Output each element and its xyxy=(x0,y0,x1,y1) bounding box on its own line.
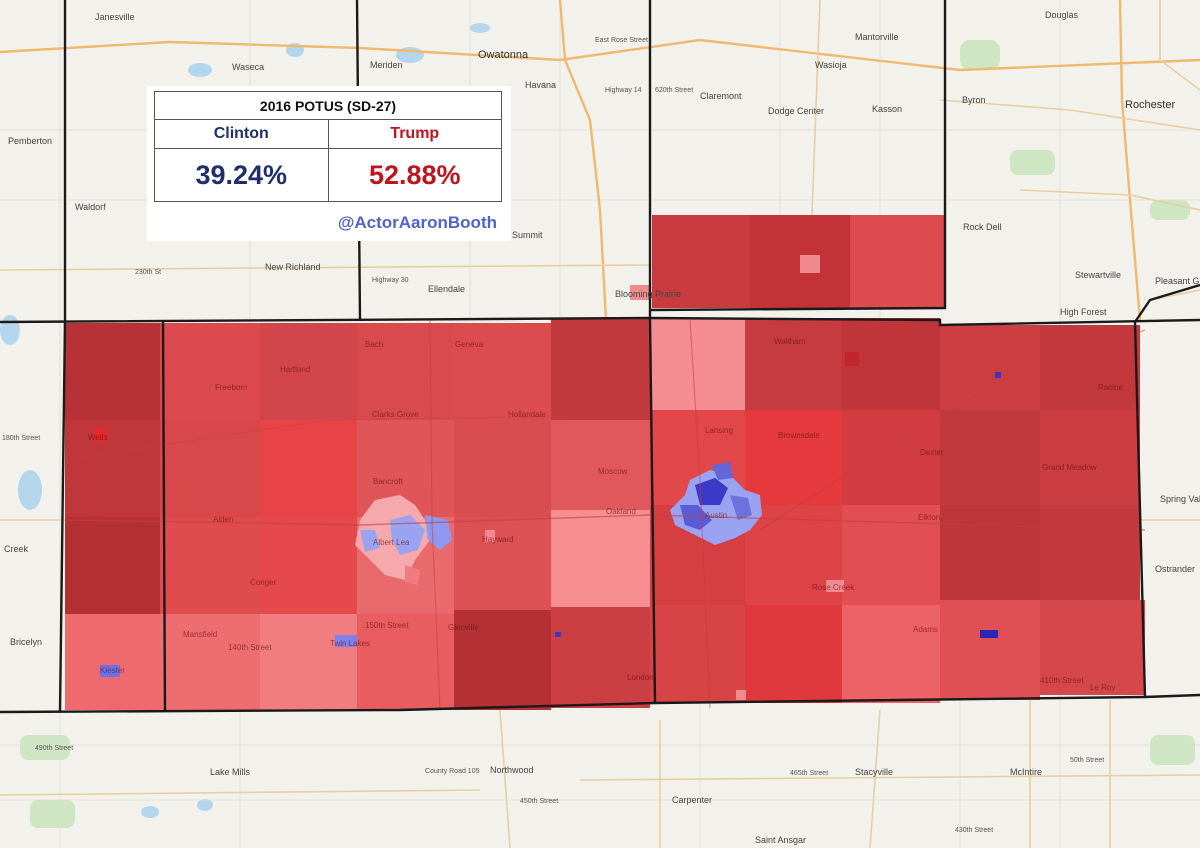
label-dodge-center: Dodge Center xyxy=(768,106,824,116)
label-lake-mills: Lake Mills xyxy=(210,767,251,777)
label-hayward: Hayward xyxy=(482,535,514,544)
label-moscow: Moscow xyxy=(598,467,628,476)
candidate-2-name: Trump xyxy=(327,119,502,149)
label-rock-dell: Rock Dell xyxy=(963,222,1002,232)
label-kiester: Kiester xyxy=(100,666,125,675)
label-430th: 430th Street xyxy=(955,827,993,834)
label-adams: Adams xyxy=(913,625,938,634)
label-austin: Austin xyxy=(705,511,727,520)
label-brownsdale: Brownsdale xyxy=(778,431,820,440)
label-ellendale: Ellendale xyxy=(428,284,465,294)
label-180th: 180th Street xyxy=(2,435,40,442)
label-highway14: Highway 14 xyxy=(605,87,642,94)
label-janesville: Janesville xyxy=(95,12,135,22)
credit-handle: @ActorAaronBooth xyxy=(337,213,497,232)
label-wasioja: Wasioja xyxy=(815,60,847,70)
label-owatonna: Owatonna xyxy=(478,49,529,61)
label-carpenter: Carpenter xyxy=(672,795,712,805)
label-rochester: Rochester xyxy=(1125,99,1175,111)
label-douglas: Douglas xyxy=(1045,10,1079,20)
label-450th: 450th Street xyxy=(520,798,558,805)
label-kasson: Kasson xyxy=(872,104,902,114)
label-clarks-grove: Clarks Grove xyxy=(372,410,419,419)
label-410th: 410th Street xyxy=(1040,676,1084,685)
label-highway30: Highway 30 xyxy=(372,277,409,284)
label-140th: 140th Street xyxy=(228,643,272,652)
label-northwood: Northwood xyxy=(490,765,534,775)
label-stewartville: Stewartville xyxy=(1075,270,1121,280)
label-alden: Alden xyxy=(213,515,233,524)
label-conger: Conger xyxy=(250,578,277,587)
label-230th: 230th St xyxy=(135,269,161,276)
label-east-rose: East Rose Street xyxy=(595,37,648,44)
candidate-1-pct: 39.24% xyxy=(154,148,329,202)
label-mantorville: Mantorville xyxy=(855,32,899,42)
label-bancroft: Bancroft xyxy=(373,477,404,486)
place-labels: Janesville Waseca Meriden Owatonna East … xyxy=(2,10,1200,845)
label-waltham: Waltham xyxy=(774,337,806,346)
label-waseca: Waseca xyxy=(232,62,264,72)
label-hollandale: Hollandale xyxy=(508,410,546,419)
candidate-1-name: Clinton xyxy=(154,119,329,149)
label-new-richland: New Richland xyxy=(265,262,321,272)
label-creek: Creek xyxy=(4,544,29,554)
label-blooming-prairie: Blooming Prairie xyxy=(615,289,681,299)
label-50th: 50th Street xyxy=(1070,757,1104,764)
results-table-card: 2016 POTUS (SD-27) Clinton Trump 39.24% … xyxy=(147,86,511,241)
label-grand-meadow: Grand Meadow xyxy=(1042,463,1097,472)
label-byron: Byron xyxy=(962,95,986,105)
candidate-2-pct: 52.88% xyxy=(327,148,502,202)
label-hartland: Hartland xyxy=(280,365,310,374)
label-county105: County Road 105 xyxy=(425,768,480,775)
label-freeborn: Freeborn xyxy=(215,383,247,392)
label-mansfield: Mansfield xyxy=(183,630,217,639)
label-stacyville: Stacyville xyxy=(855,767,893,777)
label-mcintire: McIntire xyxy=(1010,767,1042,777)
label-meriden: Meriden xyxy=(370,60,403,70)
label-havana: Havana xyxy=(525,80,556,90)
label-wells: Wells xyxy=(88,433,107,442)
label-490th: 490th Street xyxy=(35,745,73,752)
label-geneva: Geneva xyxy=(455,340,484,349)
results-title: 2016 POTUS (SD-27) xyxy=(154,91,502,120)
district-labels: Bach Geneva Hartland Freeborn Clarks Gro… xyxy=(88,337,1123,692)
label-spring-valley: Spring Valley xyxy=(1160,494,1200,504)
label-glenville: Glenville xyxy=(448,623,479,632)
label-racine: Racine xyxy=(1098,383,1123,392)
label-high-forest: High Forest xyxy=(1060,307,1107,317)
label-dexter: Dexter xyxy=(920,448,944,457)
label-waldorf: Waldorf xyxy=(75,202,106,212)
label-ostrander: Ostrander xyxy=(1155,564,1195,574)
label-albert-lea: Albert Lea xyxy=(373,538,410,547)
label-pleasant-grove: Pleasant Grove xyxy=(1155,276,1200,286)
label-lansing: Lansing xyxy=(705,426,733,435)
label-bach: Bach xyxy=(365,340,383,349)
label-bricelyn: Bricelyn xyxy=(10,637,42,647)
county-borders xyxy=(0,0,1200,714)
label-150th: 150th Street xyxy=(365,621,409,630)
label-summit: Summit xyxy=(512,230,543,240)
label-london: London xyxy=(627,673,654,682)
label-saint-ansgar: Saint Ansgar xyxy=(755,835,806,845)
label-oakland: Oakland xyxy=(606,507,636,516)
label-claremont: Claremont xyxy=(700,91,742,101)
label-pemberton: Pemberton xyxy=(8,136,52,146)
precincts xyxy=(65,215,1145,710)
label-le-roy: Le Roy xyxy=(1090,683,1115,692)
results-table: 2016 POTUS (SD-27) Clinton Trump 39.24% … xyxy=(154,91,502,202)
label-elkton: Elkton xyxy=(918,513,940,522)
label-rose-creek: Rose Creek xyxy=(812,583,855,592)
label-465th: 465th Street xyxy=(790,770,828,777)
label-620th: 620th Street xyxy=(655,87,693,94)
label-twin-lakes: Twin Lakes xyxy=(330,639,370,648)
